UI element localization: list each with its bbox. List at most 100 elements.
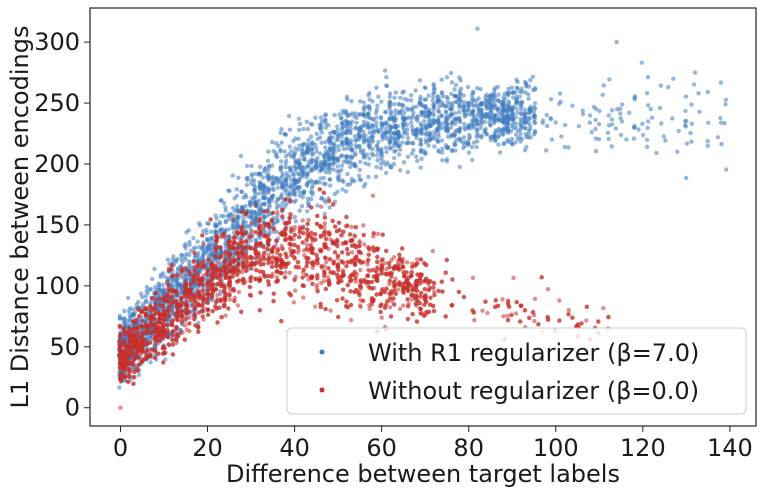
data-point xyxy=(409,297,415,302)
data-point xyxy=(318,115,324,120)
data-point xyxy=(378,166,384,171)
data-point xyxy=(392,155,397,161)
data-point xyxy=(640,132,646,138)
data-point xyxy=(379,146,384,152)
data-point xyxy=(414,104,419,109)
data-point xyxy=(661,134,666,139)
data-point xyxy=(308,121,314,127)
data-point xyxy=(606,136,611,142)
data-point xyxy=(310,180,315,185)
data-point xyxy=(352,234,358,239)
data-point xyxy=(645,144,650,150)
data-point xyxy=(396,135,401,140)
data-point xyxy=(322,221,327,226)
data-point xyxy=(393,291,398,296)
data-point xyxy=(348,317,354,323)
data-point xyxy=(715,135,720,140)
data-point xyxy=(247,284,253,290)
data-point xyxy=(292,199,297,205)
data-point xyxy=(273,176,279,181)
data-point xyxy=(262,169,267,174)
data-point xyxy=(345,121,350,126)
data-point xyxy=(397,143,403,148)
data-point xyxy=(292,214,297,220)
data-point xyxy=(170,279,175,285)
data-point xyxy=(187,269,192,275)
data-point xyxy=(601,83,606,88)
data-point xyxy=(724,167,729,172)
data-point xyxy=(415,128,420,134)
data-point xyxy=(570,103,575,108)
data-point xyxy=(136,372,142,377)
data-point xyxy=(387,99,392,104)
data-point xyxy=(375,153,380,158)
data-point xyxy=(414,257,420,262)
data-point xyxy=(361,119,367,124)
data-point xyxy=(593,126,598,132)
data-point xyxy=(646,119,651,124)
data-point xyxy=(474,102,479,108)
data-point xyxy=(361,129,366,134)
data-point xyxy=(167,304,172,309)
data-point xyxy=(489,106,494,112)
data-point xyxy=(299,168,305,173)
data-point xyxy=(340,108,345,114)
data-point xyxy=(223,313,228,318)
data-point xyxy=(239,189,245,194)
data-point xyxy=(531,109,537,115)
data-point xyxy=(358,304,363,310)
data-point xyxy=(280,200,285,205)
data-point xyxy=(528,77,533,83)
data-point xyxy=(266,176,271,181)
data-point xyxy=(222,302,227,307)
data-point xyxy=(452,132,458,137)
data-point xyxy=(506,107,511,112)
data-point xyxy=(392,95,397,100)
data-point xyxy=(334,124,340,129)
data-point xyxy=(540,118,546,123)
data-point xyxy=(375,148,380,154)
data-point xyxy=(308,196,314,202)
data-point xyxy=(165,322,170,328)
data-point xyxy=(369,302,374,308)
data-point xyxy=(618,132,624,138)
data-point xyxy=(365,120,370,126)
data-point xyxy=(431,106,436,112)
data-point xyxy=(236,255,242,261)
data-point xyxy=(219,234,224,239)
data-point xyxy=(431,303,436,309)
data-point xyxy=(247,292,253,298)
data-point xyxy=(684,175,689,181)
data-point xyxy=(511,126,516,131)
data-point xyxy=(431,118,436,123)
data-point xyxy=(257,172,262,178)
data-point xyxy=(532,105,537,110)
data-point xyxy=(361,152,367,158)
data-point xyxy=(440,158,445,163)
data-point xyxy=(197,245,202,250)
data-point xyxy=(314,165,319,170)
data-point xyxy=(476,96,481,101)
data-point xyxy=(353,245,359,250)
data-point xyxy=(440,150,445,155)
data-point xyxy=(658,83,664,88)
data-point xyxy=(347,129,353,134)
data-point xyxy=(292,150,298,155)
data-point xyxy=(363,161,368,166)
data-point xyxy=(431,289,437,294)
data-point xyxy=(266,149,271,154)
data-point xyxy=(347,232,353,237)
data-point xyxy=(192,279,197,284)
data-point xyxy=(279,126,284,132)
data-point xyxy=(437,104,442,110)
data-point xyxy=(287,192,293,198)
data-point xyxy=(306,217,311,223)
data-point xyxy=(465,100,470,106)
data-point xyxy=(457,164,462,170)
data-point xyxy=(318,233,323,238)
data-point xyxy=(492,90,497,96)
data-point xyxy=(366,111,371,116)
data-point xyxy=(317,123,322,128)
data-point xyxy=(302,141,307,146)
data-point xyxy=(378,267,384,272)
